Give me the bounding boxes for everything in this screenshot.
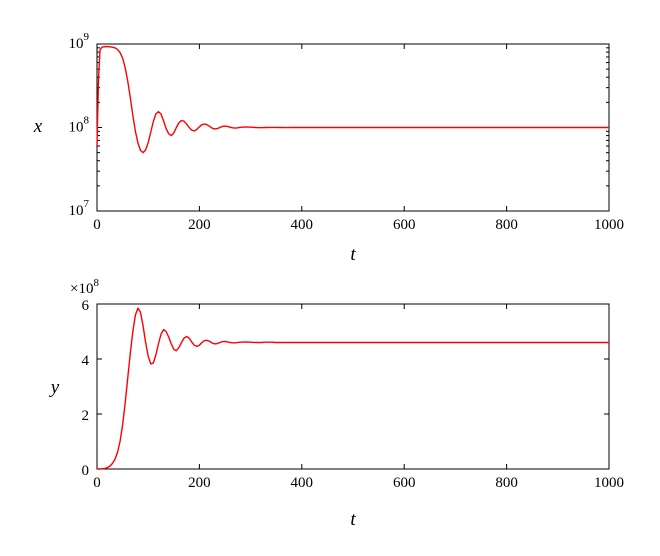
x-chart-ytick-exponent: 9 <box>84 31 90 43</box>
x-chart-xtick-label: 600 <box>393 217 416 233</box>
y-chart-series-line <box>97 307 609 470</box>
x-chart-xtick-label: 1000 <box>594 217 624 233</box>
y-chart-multiplier-exponent: 8 <box>93 277 99 289</box>
x-chart-ytick-label: 107 <box>69 198 90 219</box>
x-chart-ylabel: x <box>33 116 43 137</box>
x-chart-ytick-base: 10 <box>69 120 84 136</box>
y-chart-xlabel: t <box>350 509 356 530</box>
x-chart-xtick-label: 0 <box>93 217 101 233</box>
y-chart-multiplier-prefix: ×10 <box>70 281 93 297</box>
y-chart-multiplier-label: ×108 <box>70 277 99 297</box>
x-chart-ytick-base: 10 <box>69 203 84 219</box>
x-chart-xtick-label: 200 <box>188 217 211 233</box>
y-chart-xtick-label: 600 <box>393 475 416 491</box>
x-chart-ytick-exponent: 7 <box>84 198 90 210</box>
y-chart-xtick-label: 400 <box>291 475 314 491</box>
x-chart-xtick-label: 800 <box>495 217 518 233</box>
y-chart-ytick-label: 0 <box>82 463 90 479</box>
y-chart-plot-frame <box>96 303 610 470</box>
y-chart-xtick-label: 800 <box>495 475 518 491</box>
y-chart-xtick-label: 1000 <box>594 475 624 491</box>
y-chart-ylabel: y <box>49 377 60 398</box>
x-chart-ytick-exponent: 8 <box>84 115 90 127</box>
y-chart-ytick-label: 6 <box>82 298 90 314</box>
x-chart-ytick-base: 10 <box>69 36 84 52</box>
x-chart-xtick-label: 400 <box>291 217 314 233</box>
y-chart-ytick-label: 4 <box>82 353 90 369</box>
y-chart-xtick-label: 0 <box>93 475 101 491</box>
y-chart-xtick-label: 200 <box>188 475 211 491</box>
x-chart-xlabel: t <box>350 244 356 265</box>
y-chart-ytick-label: 2 <box>82 408 90 424</box>
y-vs-t-chart: y t ×108 0 200 400 600 800 1000 0 2 4 6 <box>49 277 624 530</box>
x-chart-ytick-label: 109 <box>69 31 90 52</box>
x-chart-series-line <box>96 45 609 154</box>
x-chart-ytick-label: 108 <box>69 115 90 136</box>
